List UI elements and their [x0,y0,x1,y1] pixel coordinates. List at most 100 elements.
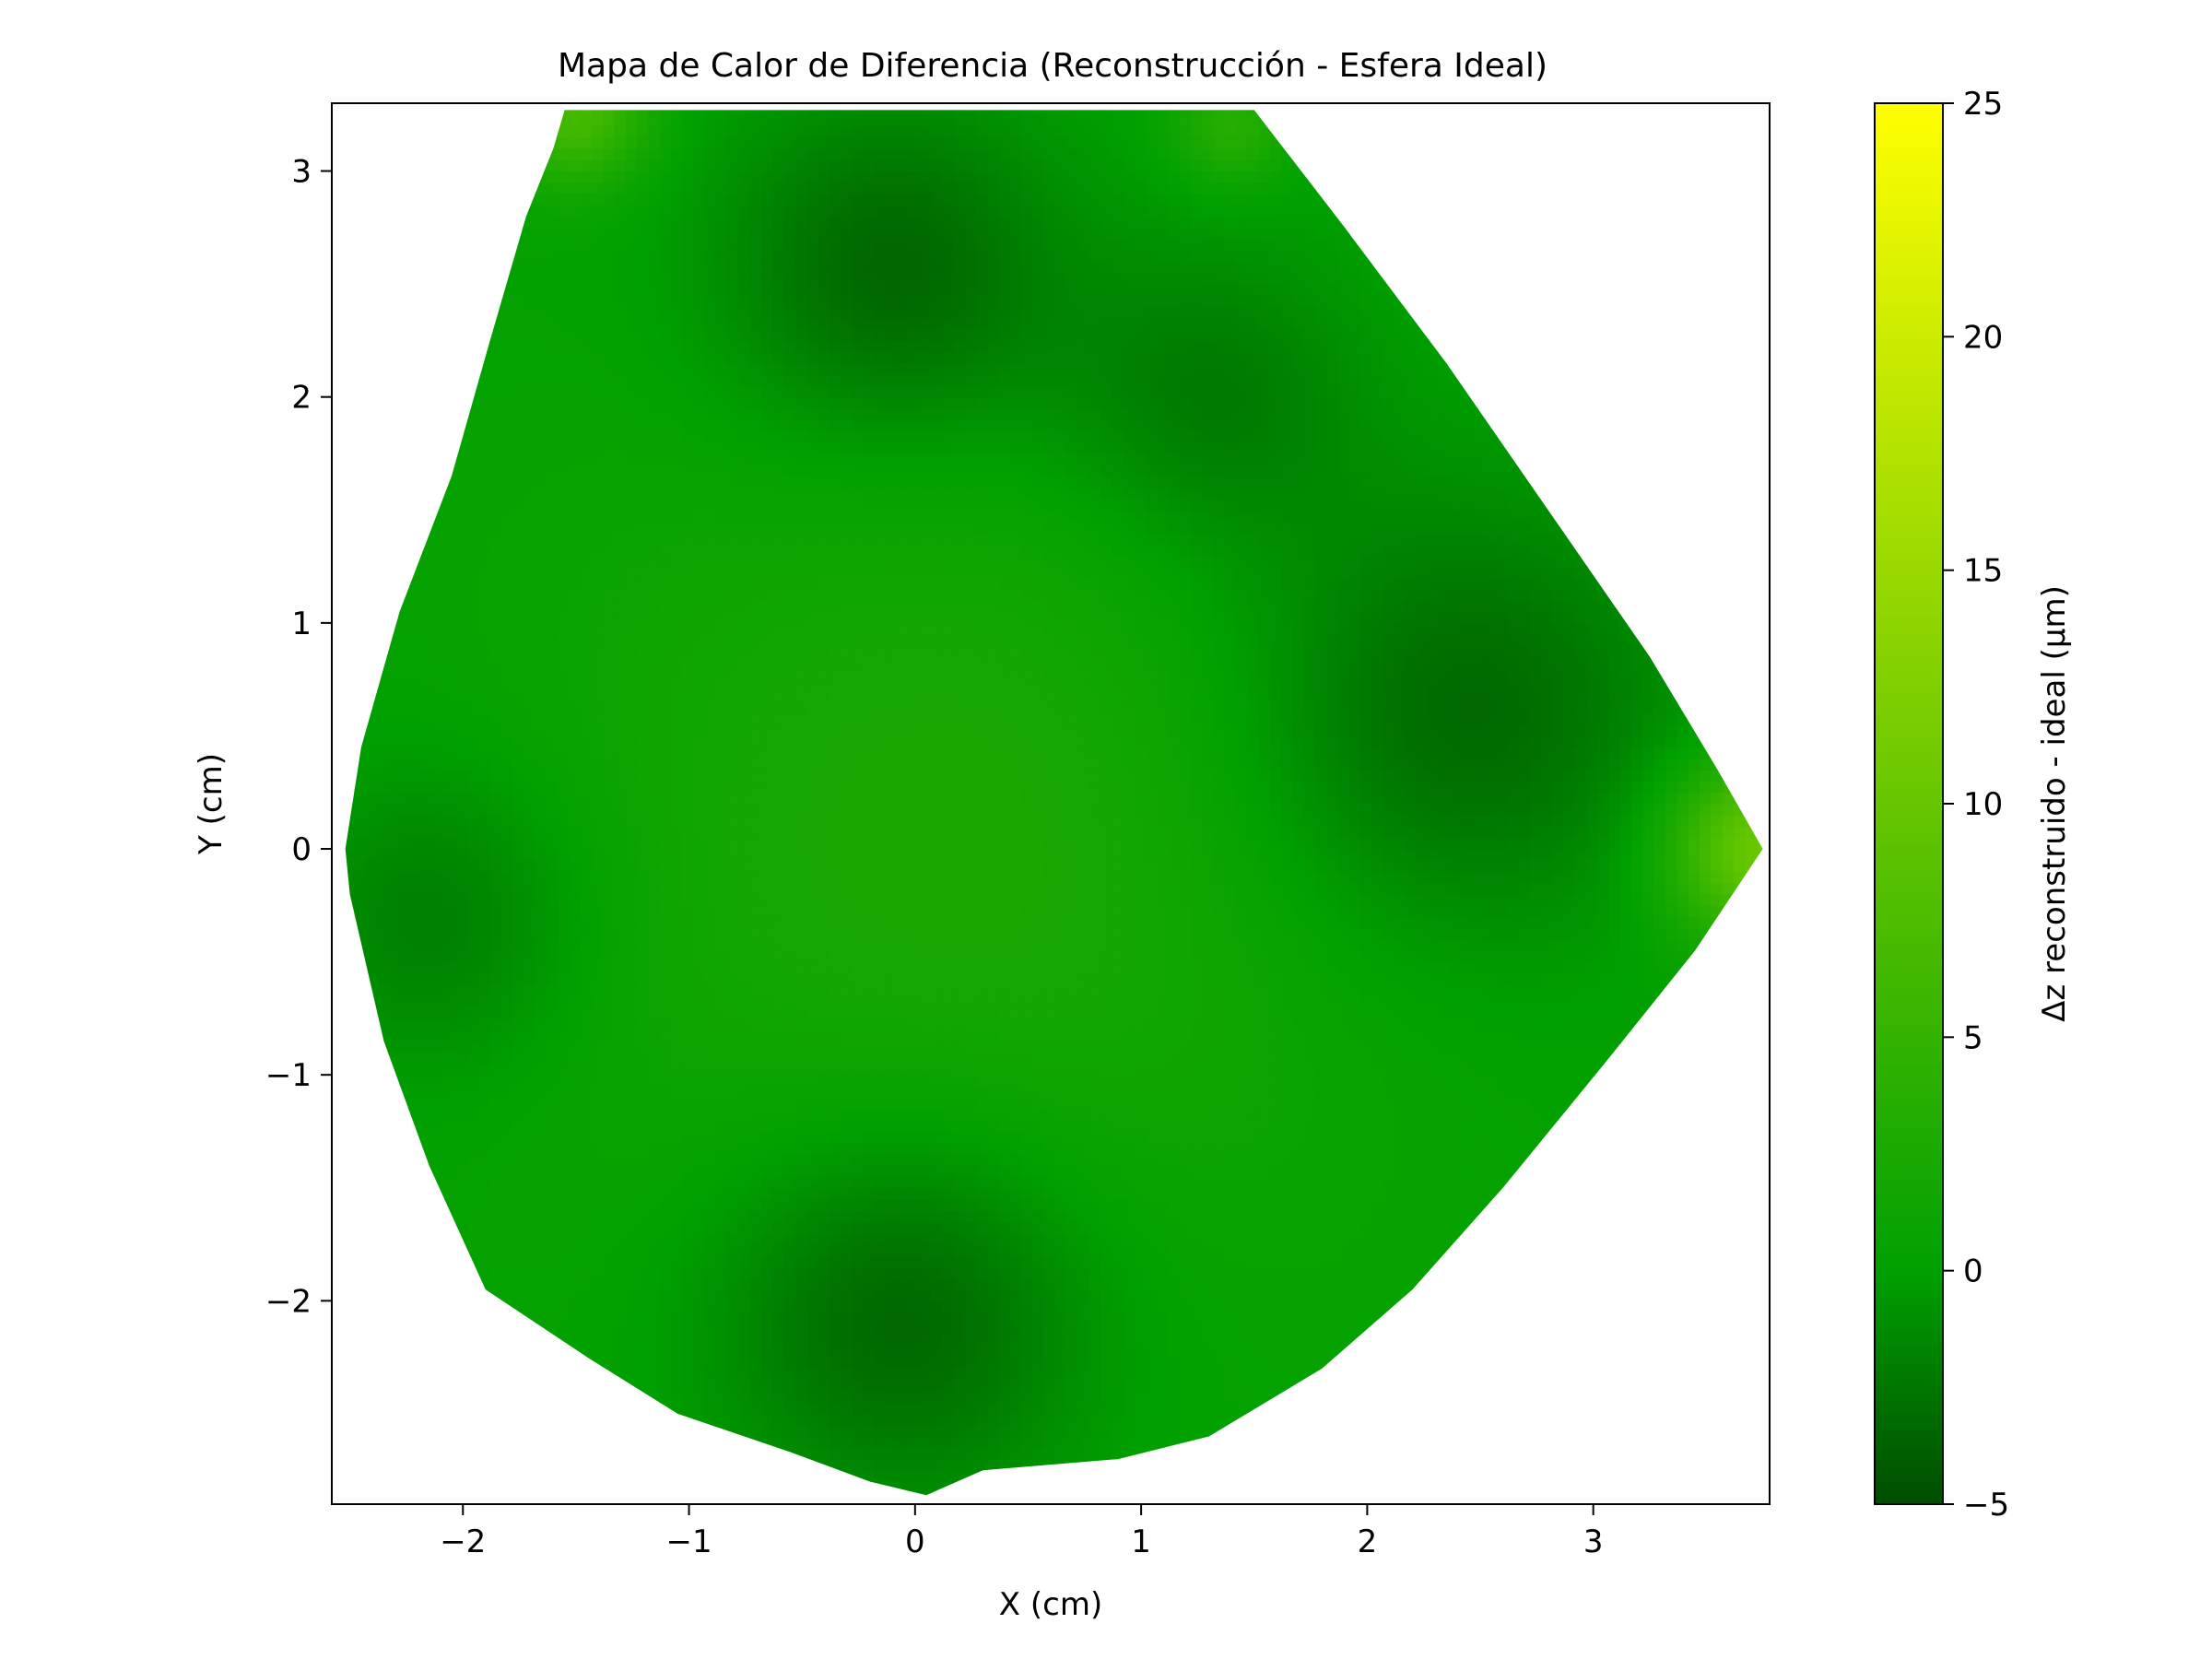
heatmap-cell [704,781,717,794]
heatmap-cell [354,1470,367,1483]
heatmap-cell [592,239,604,251]
heatmap-cell [500,781,513,794]
heatmap-cell [569,1075,582,1088]
heatmap-cell [524,1075,536,1088]
heatmap-cell [648,690,661,703]
heatmap-cell [625,1391,638,1404]
heatmap-cell [354,792,367,805]
heatmap-cell [455,1097,468,1110]
heatmap-cell [704,1120,717,1133]
heatmap-cell [354,1357,367,1370]
heatmap-cell [455,815,468,828]
heatmap-cell [749,566,762,579]
heatmap-cell [332,262,344,274]
heatmap-cell [682,419,695,432]
heatmap-cell [388,1097,401,1110]
heatmap-cell [410,927,423,940]
heatmap-cell [410,1006,423,1019]
heatmap-cell [388,1402,401,1415]
heatmap-cell [345,1413,356,1426]
heatmap-cell [467,362,480,375]
heatmap-cell [727,1300,740,1313]
heatmap-cell [388,712,401,725]
heatmap-cell [422,927,434,940]
heatmap-cell [489,1436,502,1449]
heatmap-cell [637,1131,649,1144]
heatmap-cell [478,159,491,172]
heatmap-cell [512,1458,525,1471]
heatmap-cell [345,701,356,714]
heatmap-cell [569,487,582,500]
heatmap-cell [524,1187,536,1200]
heatmap-cell [625,1481,638,1494]
heatmap-cell [704,182,717,194]
heatmap-cell [524,735,536,748]
heatmap-cell [410,712,423,725]
heatmap-cell [433,362,446,375]
heatmap-cell [354,611,367,624]
heatmap-cell [332,295,344,307]
heatmap-cell [659,1187,672,1200]
heatmap-cell [715,407,728,420]
heatmap-cell [345,148,356,160]
heatmap-cell [715,1108,728,1121]
heatmap-cell [332,329,344,341]
heatmap-cell [580,1447,593,1460]
heatmap-cell [738,927,751,940]
heatmap-cell [670,1052,683,1065]
heatmap-cell [500,227,513,240]
heatmap-cell [614,499,627,511]
heatmap-cell [648,1154,661,1166]
heatmap-cell [354,194,367,206]
heatmap-cell [455,1199,468,1211]
heatmap-cell [467,667,480,680]
heatmap-cell [365,770,378,782]
heatmap-cell [625,1006,638,1019]
heatmap-cell [682,261,695,274]
heatmap-cell [772,441,785,454]
heatmap-cell [388,1154,401,1166]
heatmap-cell [547,1120,559,1133]
heatmap-cell [377,927,389,940]
heatmap-cell [332,408,344,420]
heatmap-cell [399,645,412,658]
heatmap-cell [727,1120,740,1133]
heatmap-cell [614,1120,627,1133]
heatmap-cell [637,92,649,104]
heatmap-cell [569,1289,582,1301]
heatmap-cell [535,600,547,613]
heatmap-cell [354,882,367,895]
heatmap-cell [535,1187,547,1200]
heatmap-cell [467,1266,480,1279]
heatmap-cell [489,905,502,918]
heatmap-cell [365,499,378,511]
heatmap-cell [648,465,661,477]
heatmap-cell [727,136,740,149]
heatmap-cell [772,1210,785,1223]
heatmap-cell [388,1165,401,1178]
heatmap-cell [455,521,468,534]
heatmap-cell [693,374,706,387]
heatmap-cell [772,1357,785,1370]
heatmap-cell [772,250,785,263]
heatmap-cell [535,1335,547,1347]
heatmap-cell [614,272,627,285]
heatmap-cell [410,1470,423,1483]
heatmap-cell [489,950,502,963]
heatmap-cell [455,1165,468,1178]
heatmap-cell [524,972,536,985]
heatmap-cell [704,871,717,884]
heatmap-cell [455,1030,468,1042]
heatmap-cell [625,1187,638,1200]
heatmap-cell [535,205,547,218]
heatmap-cell [614,171,627,183]
heatmap-cell [354,837,367,850]
heatmap-cell [704,1165,717,1178]
heatmap-cell [704,701,717,714]
heatmap-cell [410,837,423,850]
heatmap-cell [637,1357,649,1370]
heatmap-cell [410,1199,423,1211]
heatmap-cell [704,1425,717,1438]
heatmap-cell [467,826,480,839]
heatmap-cell [399,724,412,737]
